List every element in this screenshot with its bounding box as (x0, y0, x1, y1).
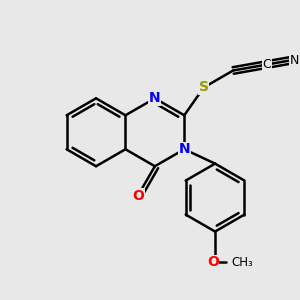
Text: N: N (290, 54, 299, 67)
Text: N: N (149, 91, 161, 105)
Text: CH₃: CH₃ (231, 256, 253, 269)
Text: O: O (132, 189, 144, 203)
Text: O: O (207, 255, 219, 269)
Text: N: N (178, 142, 190, 156)
Text: S: S (199, 80, 209, 94)
Text: C: C (262, 58, 271, 71)
